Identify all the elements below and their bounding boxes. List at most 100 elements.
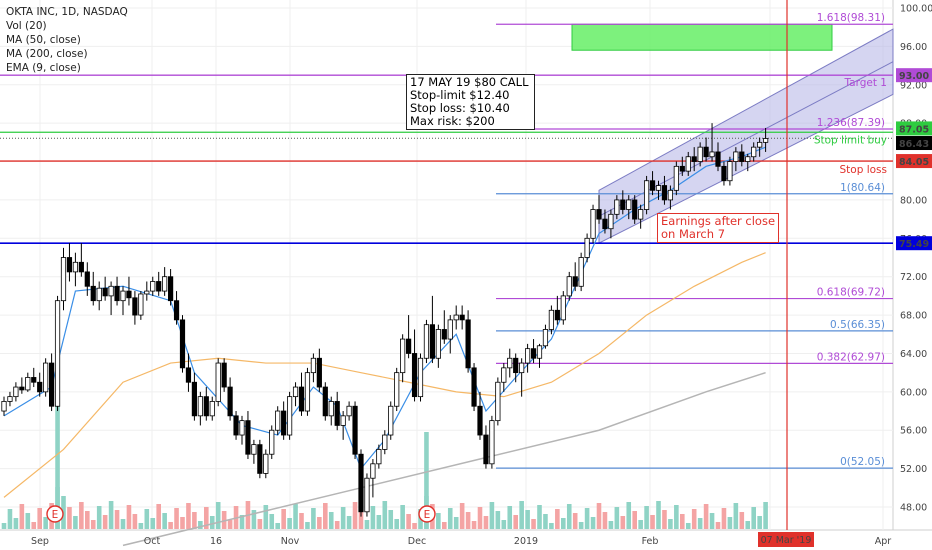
candle-body[interactable] (334, 401, 340, 426)
volume-bar[interactable] (436, 513, 441, 529)
volume-bar[interactable] (751, 507, 756, 529)
volume-bar[interactable] (19, 504, 25, 529)
volume-bar[interactable] (102, 515, 108, 529)
candle-body[interactable] (626, 199, 632, 210)
earnings-note[interactable]: Earnings after close on March 7 (657, 213, 780, 243)
candle-body[interactable] (304, 372, 311, 412)
candle-body[interactable] (477, 405, 483, 436)
volume-bar[interactable] (638, 520, 643, 529)
candle-body[interactable] (691, 156, 697, 162)
volume-bar[interactable] (745, 521, 751, 529)
candle-body[interactable] (43, 362, 49, 393)
candle-body[interactable] (346, 405, 352, 417)
candle-body[interactable] (197, 396, 203, 417)
volume-bar[interactable] (614, 507, 620, 529)
candle-body[interactable] (667, 189, 674, 201)
volume-bar[interactable] (275, 523, 280, 529)
candle-body[interactable] (530, 348, 537, 359)
volume-bar[interactable] (465, 512, 471, 529)
volume-bar[interactable] (79, 502, 84, 529)
candle-body[interactable] (649, 180, 656, 191)
volume-bar[interactable] (691, 509, 697, 529)
candle-body[interactable] (655, 185, 662, 191)
volume-bar[interactable] (126, 505, 132, 529)
candle-body[interactable] (19, 386, 25, 391)
candle-body[interactable] (388, 405, 394, 436)
candle-body[interactable] (13, 386, 19, 398)
legend-symbol[interactable]: OKTA INC, 1D, NASDAQ (6, 6, 128, 18)
candle-body[interactable] (126, 290, 132, 299)
volume-bar[interactable] (120, 519, 126, 529)
legend-ema9[interactable]: EMA (9, close) (6, 62, 81, 74)
candle-body[interactable] (96, 287, 102, 302)
candle-body[interactable] (560, 295, 566, 321)
volume-bar[interactable] (180, 517, 185, 529)
legend-ma200[interactable]: MA (200, close) (6, 48, 88, 60)
candle-body[interactable] (144, 290, 150, 295)
candle-body[interactable] (584, 237, 590, 258)
candle-body[interactable] (60, 257, 67, 302)
candle-body[interactable] (715, 151, 721, 167)
candle-body[interactable] (78, 261, 84, 273)
candle-body[interactable] (679, 165, 685, 172)
volume-bar[interactable] (424, 432, 429, 529)
candle-body[interactable] (548, 309, 555, 330)
volume-bar[interactable] (13, 518, 19, 529)
volume-bar[interactable] (1, 523, 7, 529)
candle-body[interactable] (644, 180, 650, 210)
candle-body[interactable] (554, 309, 560, 321)
candle-body[interactable] (263, 453, 269, 474)
volume-bar[interactable] (525, 510, 530, 529)
volume-bar[interactable] (674, 505, 679, 529)
candle-body[interactable] (162, 276, 168, 292)
volume-bar[interactable] (358, 511, 364, 529)
volume-bar[interactable] (132, 514, 138, 529)
candle-body[interactable] (275, 410, 281, 431)
candle-body[interactable] (441, 329, 447, 340)
candle-body[interactable] (352, 405, 358, 455)
candle-body[interactable] (673, 165, 679, 191)
volume-bar[interactable] (406, 514, 411, 529)
volume-bar[interactable] (555, 509, 560, 529)
candle-body[interactable] (298, 386, 305, 412)
candle-body[interactable] (519, 362, 525, 374)
candle-body[interactable] (495, 381, 501, 422)
volume-bar[interactable] (204, 507, 209, 529)
candle-body[interactable] (721, 165, 727, 182)
candle-body[interactable] (203, 396, 209, 417)
candle-body[interactable] (614, 199, 620, 215)
candle-body[interactable] (685, 156, 691, 172)
candle-body[interactable] (84, 271, 90, 287)
volume-bar[interactable] (495, 511, 501, 529)
candle-body[interactable] (281, 410, 287, 436)
volume-bar[interactable] (757, 516, 762, 529)
volume-bar[interactable] (174, 508, 179, 529)
candle-body[interactable] (322, 386, 328, 417)
candle-body[interactable] (757, 141, 763, 148)
candle-body[interactable] (709, 151, 715, 158)
candle-body[interactable] (751, 146, 757, 158)
candle-body[interactable] (102, 287, 108, 297)
volume-bar[interactable] (531, 519, 536, 529)
volume-bar[interactable] (763, 502, 768, 529)
candle-body[interactable] (7, 396, 13, 402)
candle-body[interactable] (209, 401, 215, 417)
candle-body[interactable] (435, 329, 441, 359)
volume-bar[interactable] (703, 504, 709, 529)
candle-body[interactable] (340, 415, 346, 426)
candle-body[interactable] (411, 353, 418, 398)
volume-bar[interactable] (442, 522, 447, 529)
candle-body[interactable] (215, 362, 221, 402)
candle-body[interactable] (292, 386, 299, 398)
candle-body[interactable] (239, 420, 245, 436)
volume-bar[interactable] (90, 520, 96, 529)
volume-bar[interactable] (370, 506, 376, 529)
candle-body[interactable] (114, 285, 120, 302)
volume-bar[interactable] (382, 501, 388, 529)
volume-bar[interactable] (305, 522, 310, 529)
volume-bar[interactable] (114, 510, 120, 529)
earnings-marker[interactable] (46, 505, 64, 523)
volume-bar[interactable] (459, 503, 465, 529)
candle-body[interactable] (394, 372, 400, 407)
volume-bar[interactable] (596, 503, 602, 529)
